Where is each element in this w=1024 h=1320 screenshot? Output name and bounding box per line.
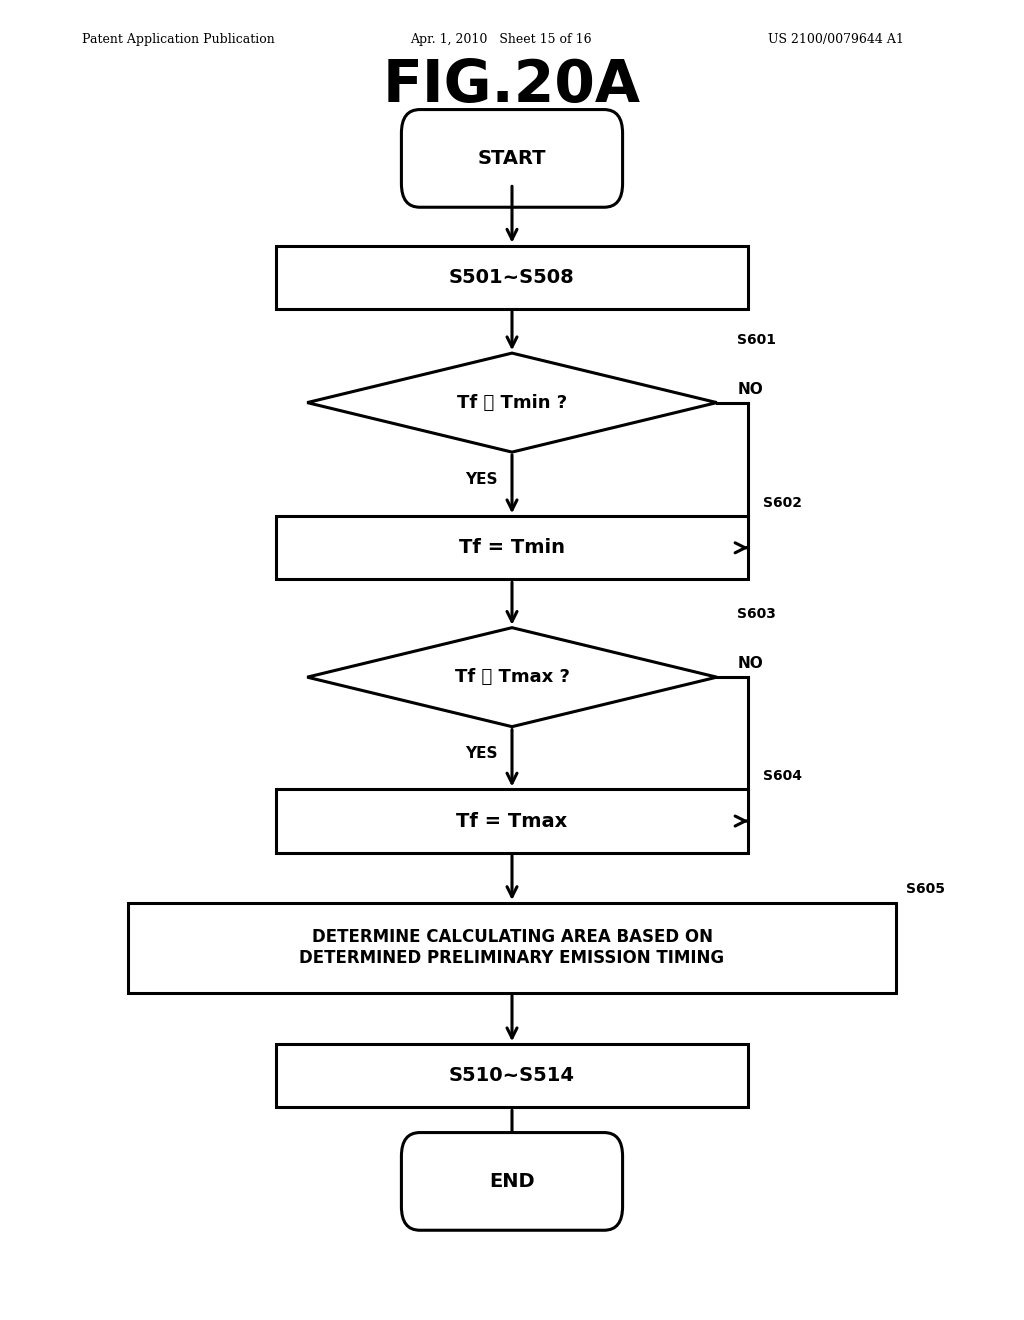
FancyBboxPatch shape xyxy=(276,789,748,853)
Text: DETERMINE CALCULATING AREA BASED ON
DETERMINED PRELIMINARY EMISSION TIMING: DETERMINE CALCULATING AREA BASED ON DETE… xyxy=(299,928,725,968)
Text: Apr. 1, 2010   Sheet 15 of 16: Apr. 1, 2010 Sheet 15 of 16 xyxy=(410,33,591,46)
Text: S601: S601 xyxy=(737,333,776,347)
Polygon shape xyxy=(307,354,717,451)
Text: S604: S604 xyxy=(763,768,802,783)
Text: START: START xyxy=(478,149,546,168)
FancyBboxPatch shape xyxy=(128,903,896,993)
Text: YES: YES xyxy=(465,473,498,487)
Text: Tf 〈 Tmin ?: Tf 〈 Tmin ? xyxy=(457,393,567,412)
FancyBboxPatch shape xyxy=(401,110,623,207)
Text: NO: NO xyxy=(737,381,763,397)
Text: Tf = Tmin: Tf = Tmin xyxy=(459,539,565,557)
FancyBboxPatch shape xyxy=(276,1044,748,1107)
FancyBboxPatch shape xyxy=(276,516,748,579)
FancyBboxPatch shape xyxy=(276,246,748,309)
Text: S501~S508: S501~S508 xyxy=(450,268,574,286)
Text: S603: S603 xyxy=(737,607,776,622)
Text: NO: NO xyxy=(737,656,763,672)
Text: US 2100/0079644 A1: US 2100/0079644 A1 xyxy=(768,33,904,46)
Text: S510~S514: S510~S514 xyxy=(449,1067,575,1085)
Text: S602: S602 xyxy=(763,495,802,510)
Text: FIG.20A: FIG.20A xyxy=(383,57,641,115)
FancyBboxPatch shape xyxy=(401,1133,623,1230)
Text: YES: YES xyxy=(465,747,498,762)
Text: END: END xyxy=(489,1172,535,1191)
Text: Tf 〉 Tmax ?: Tf 〉 Tmax ? xyxy=(455,668,569,686)
Text: Patent Application Publication: Patent Application Publication xyxy=(82,33,274,46)
Text: S605: S605 xyxy=(906,882,945,896)
Text: Tf = Tmax: Tf = Tmax xyxy=(457,812,567,830)
Polygon shape xyxy=(307,628,717,726)
